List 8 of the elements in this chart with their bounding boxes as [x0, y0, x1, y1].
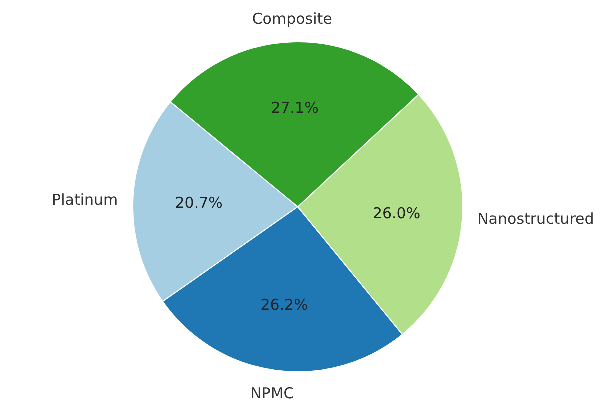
slice-label: Composite	[252, 10, 332, 28]
data-label: 26.2%	[260, 296, 308, 314]
data-label: 26.0%	[372, 204, 421, 223]
data-label: 20.7%	[175, 194, 223, 212]
slice-label: Nanostructured	[478, 210, 594, 228]
slice-label: Platinum	[52, 190, 118, 209]
slice-label: NPMC	[250, 384, 294, 402]
data-label: 27.1%	[271, 99, 319, 118]
